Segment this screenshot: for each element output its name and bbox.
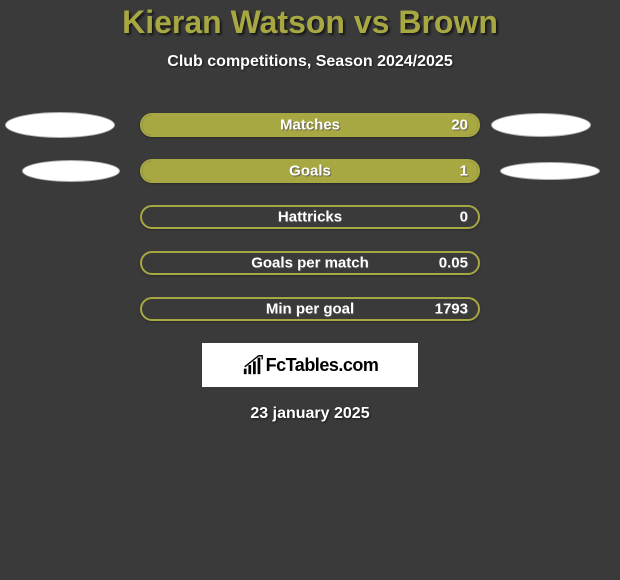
stat-bar: Goals 1 xyxy=(140,159,480,183)
stat-label: Hattricks xyxy=(278,209,342,226)
subtitle: Club competitions, Season 2024/2025 xyxy=(0,53,620,71)
stat-label: Goals per match xyxy=(251,255,369,272)
stat-value: 20 xyxy=(451,117,468,134)
site-logo: FcTables.com xyxy=(242,354,379,376)
stat-bar: Matches 20 xyxy=(140,113,480,137)
stat-value: 0 xyxy=(460,209,468,226)
stat-label: Min per goal xyxy=(266,301,354,318)
stat-value: 1793 xyxy=(435,301,468,318)
stat-bar: Goals per match 0.05 xyxy=(140,251,480,275)
chart-icon xyxy=(242,354,264,376)
comparison-infographic: Kieran Watson vs Brown Club competitions… xyxy=(0,0,620,423)
player2-ellipse xyxy=(491,113,591,137)
stat-value: 0.05 xyxy=(439,255,468,272)
stat-bar: Min per goal 1793 xyxy=(140,297,480,321)
stat-value: 1 xyxy=(460,163,468,180)
stat-row: Matches 20 xyxy=(0,113,620,137)
stat-row: Goals per match 0.05 xyxy=(0,251,620,275)
stat-label: Goals xyxy=(289,163,331,180)
stat-row: Hattricks 0 xyxy=(0,205,620,229)
logo-box: FcTables.com xyxy=(202,343,418,387)
player1-ellipse xyxy=(5,112,115,138)
date-label: 23 january 2025 xyxy=(0,405,620,423)
stat-row: Goals 1 xyxy=(0,159,620,183)
stat-row: Min per goal 1793 xyxy=(0,297,620,321)
stat-bar: Hattricks 0 xyxy=(140,205,480,229)
stat-rows: Matches 20 Goals 1 Hattricks 0 Goals per match… xyxy=(0,113,620,321)
stat-label: Matches xyxy=(280,117,340,134)
player1-ellipse xyxy=(22,160,120,182)
player2-ellipse xyxy=(500,162,600,180)
logo-text: FcTables.com xyxy=(266,355,379,376)
page-title: Kieran Watson vs Brown xyxy=(0,4,620,41)
